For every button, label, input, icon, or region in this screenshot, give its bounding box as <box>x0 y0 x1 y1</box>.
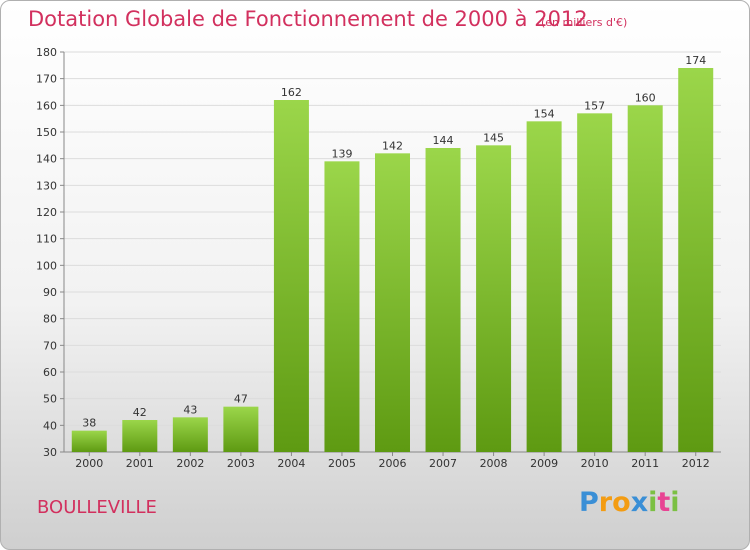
y-tick-label: 100 <box>36 259 57 272</box>
bar-value-label: 47 <box>234 393 248 406</box>
y-tick-label: 30 <box>43 446 57 459</box>
bar-value-label: 43 <box>183 403 197 416</box>
x-tick-label: 2002 <box>176 457 204 470</box>
y-tick-label: 60 <box>43 366 57 379</box>
y-tick-label: 110 <box>36 233 57 246</box>
bar-value-label: 142 <box>382 139 403 152</box>
bar-value-label: 42 <box>133 406 147 419</box>
y-tick-label: 170 <box>36 73 57 86</box>
bar <box>678 68 714 452</box>
y-tick-label: 130 <box>36 179 57 192</box>
y-tick-label: 150 <box>36 126 57 139</box>
y-tick-label: 160 <box>36 99 57 112</box>
x-tick-label: 2001 <box>126 457 154 470</box>
x-tick-label: 2006 <box>379 457 407 470</box>
bar-value-label: 144 <box>433 134 454 147</box>
bar <box>273 100 309 452</box>
bar-value-label: 139 <box>331 147 352 160</box>
proxiti-logo: Proxiti <box>579 487 680 518</box>
bar <box>577 113 613 452</box>
y-tick-label: 70 <box>43 339 57 352</box>
x-tick-label: 2003 <box>227 457 255 470</box>
y-tick-label: 180 <box>36 46 57 59</box>
bar-value-label: 38 <box>82 417 96 430</box>
x-tick-label: 2010 <box>581 457 609 470</box>
bar <box>324 161 360 453</box>
bar-value-label: 145 <box>483 131 504 144</box>
commune-name: BOULLEVILLE <box>37 497 157 518</box>
y-tick-label: 90 <box>43 286 57 299</box>
bar <box>476 145 512 453</box>
x-tick-label: 2004 <box>277 457 305 470</box>
x-tick-label: 2009 <box>530 457 558 470</box>
x-tick-label: 2011 <box>631 457 659 470</box>
x-tick-label: 2007 <box>429 457 457 470</box>
x-tick-label: 2012 <box>682 457 710 470</box>
chart-title: Dotation Globale de Fonctionnement de 20… <box>28 7 588 31</box>
x-tick-label: 2000 <box>75 457 103 470</box>
bar-value-label: 162 <box>281 86 302 99</box>
bar <box>172 417 208 452</box>
bar <box>71 430 107 452</box>
y-tick-label: 40 <box>43 419 57 432</box>
y-tick-label: 50 <box>43 393 57 406</box>
bar-value-label: 154 <box>534 107 555 120</box>
bar <box>526 121 562 452</box>
bar-value-label: 160 <box>635 91 656 104</box>
bar <box>223 406 259 452</box>
x-tick-label: 2005 <box>328 457 356 470</box>
bar-value-label: 157 <box>584 99 605 112</box>
bar-value-label: 174 <box>685 54 706 67</box>
bar <box>375 153 410 453</box>
unit-label: (en milliers d'€) <box>541 16 628 29</box>
y-tick-label: 80 <box>43 313 57 326</box>
x-tick-label: 2008 <box>480 457 508 470</box>
bar <box>425 148 461 452</box>
bar <box>627 105 663 452</box>
y-tick-label: 140 <box>36 153 57 166</box>
bar <box>122 420 158 452</box>
y-tick-label: 120 <box>36 206 57 219</box>
